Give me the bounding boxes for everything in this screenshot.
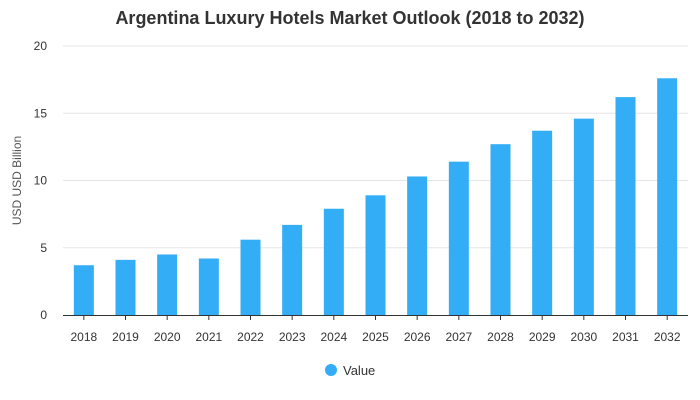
y-tick-label: 5 [40, 241, 47, 255]
x-tick-label: 2019 [112, 330, 139, 344]
x-tick-label: 2026 [404, 330, 431, 344]
bar-2030[interactable] [573, 118, 594, 315]
x-tick-label: 2031 [612, 330, 639, 344]
x-tick-label: 2018 [70, 330, 97, 344]
bar-2019[interactable] [115, 259, 136, 315]
bar-2029[interactable] [532, 130, 553, 315]
x-tick-label: 2022 [237, 330, 264, 344]
x-tick-label: 2023 [279, 330, 306, 344]
bar-2031[interactable] [615, 97, 636, 315]
bar-2028[interactable] [490, 144, 511, 315]
legend-swatch[interactable] [325, 364, 337, 376]
x-tick-label: 2030 [570, 330, 597, 344]
bar-2023[interactable] [282, 224, 303, 315]
x-tick-label: 2020 [154, 330, 181, 344]
bar-2021[interactable] [198, 258, 219, 315]
y-axis-label: USD USD Billion [10, 136, 24, 225]
x-tick-label: 2024 [320, 330, 347, 344]
x-tick-label: 2032 [654, 330, 681, 344]
y-tick-label: 10 [34, 174, 48, 188]
bar-2027[interactable] [448, 161, 469, 315]
x-tick-label: 2027 [445, 330, 472, 344]
bar-2025[interactable] [365, 195, 386, 315]
y-tick-label: 0 [40, 308, 47, 322]
chart-title: Argentina Luxury Hotels Market Outlook (… [115, 8, 585, 28]
bar-2020[interactable] [157, 254, 178, 315]
x-tick-label: 2029 [529, 330, 556, 344]
y-tick-label: 15 [34, 106, 48, 120]
bar-2024[interactable] [323, 208, 344, 315]
bar-2018[interactable] [73, 265, 94, 315]
x-tick-label: 2028 [487, 330, 514, 344]
legend-label[interactable]: Value [343, 363, 375, 378]
bar-2032[interactable] [657, 78, 678, 315]
x-tick-label: 2025 [362, 330, 389, 344]
bar-2022[interactable] [240, 239, 261, 315]
y-tick-label: 20 [34, 39, 48, 53]
bar-2026[interactable] [407, 176, 428, 315]
x-tick-label: 2021 [195, 330, 222, 344]
